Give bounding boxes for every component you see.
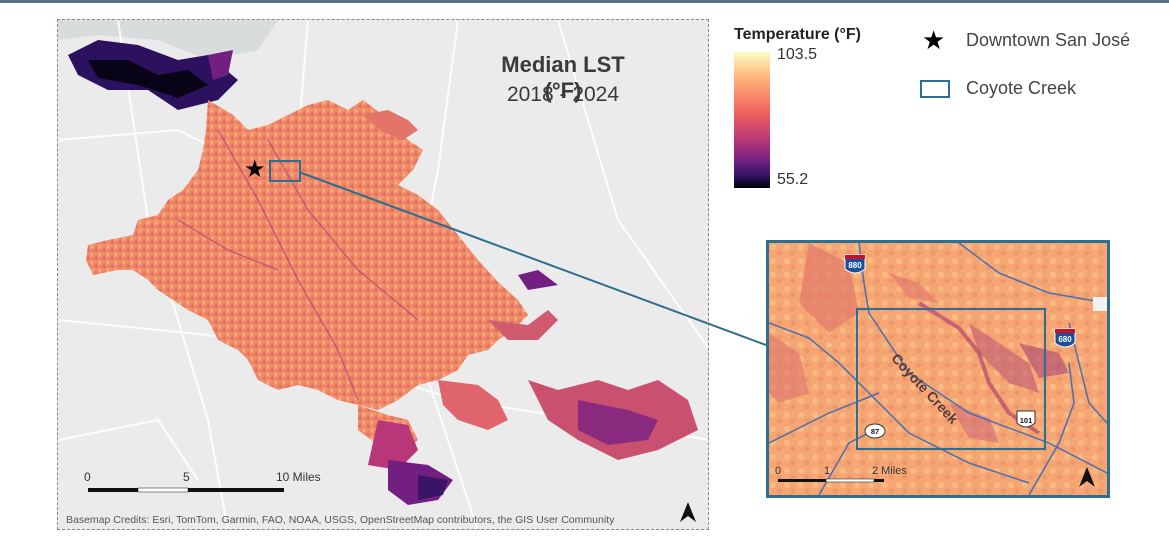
inset-scale-1: 1: [824, 465, 831, 477]
interstate-shield-icon: 880: [844, 254, 866, 274]
scale-label-5: 5: [183, 470, 190, 484]
inset-scale-2: 2 Miles: [872, 465, 907, 477]
downtown-star-icon: ★: [244, 156, 266, 183]
shield-87-text: 87: [871, 427, 879, 436]
inset-map[interactable]: 880 680 87 101 0 1 2 Miles: [766, 240, 1110, 498]
us-route-shield-icon: 101: [1016, 410, 1036, 428]
creek-box-icon: [920, 80, 950, 98]
star-icon: ★: [922, 25, 946, 55]
creek-legend-label: Coyote Creek: [966, 78, 1077, 98]
shield-880-text: 880: [848, 261, 862, 270]
shield-101-text: 101: [1020, 416, 1033, 425]
inset-scale-0: 0: [775, 465, 782, 477]
temperature-colorbar: [734, 52, 770, 188]
colorbar-min: 55.2: [777, 171, 809, 188]
north-arrow-icon: [680, 502, 696, 522]
interstate-shield-icon: 680: [1054, 328, 1076, 348]
scale-label-0: 0: [84, 470, 91, 484]
inset-canvas: 880 680 87 101: [769, 243, 1107, 495]
main-map[interactable]: ★ Median LST (°F) 2018 - 2024 0 5 10 Mil…: [57, 19, 709, 530]
map-title: Median LST (°F): [501, 52, 625, 103]
state-route-shield-icon: 87: [864, 423, 886, 439]
shield-680-text: 680: [1058, 335, 1072, 344]
top-border: [0, 0, 1169, 3]
colorbar-max: 103.5: [777, 46, 818, 63]
legend-title: Temperature (°F): [734, 26, 862, 43]
inset-north-arrow-icon: [1079, 467, 1095, 487]
map-subtitle: 2018 - 2024: [506, 83, 620, 106]
downtown-legend-label: Downtown San José: [966, 30, 1131, 50]
basemap-credits: Basemap Credits: Esri, TomTom, Garmin, F…: [66, 514, 615, 526]
scale-label-10: 10 Miles: [276, 470, 321, 484]
